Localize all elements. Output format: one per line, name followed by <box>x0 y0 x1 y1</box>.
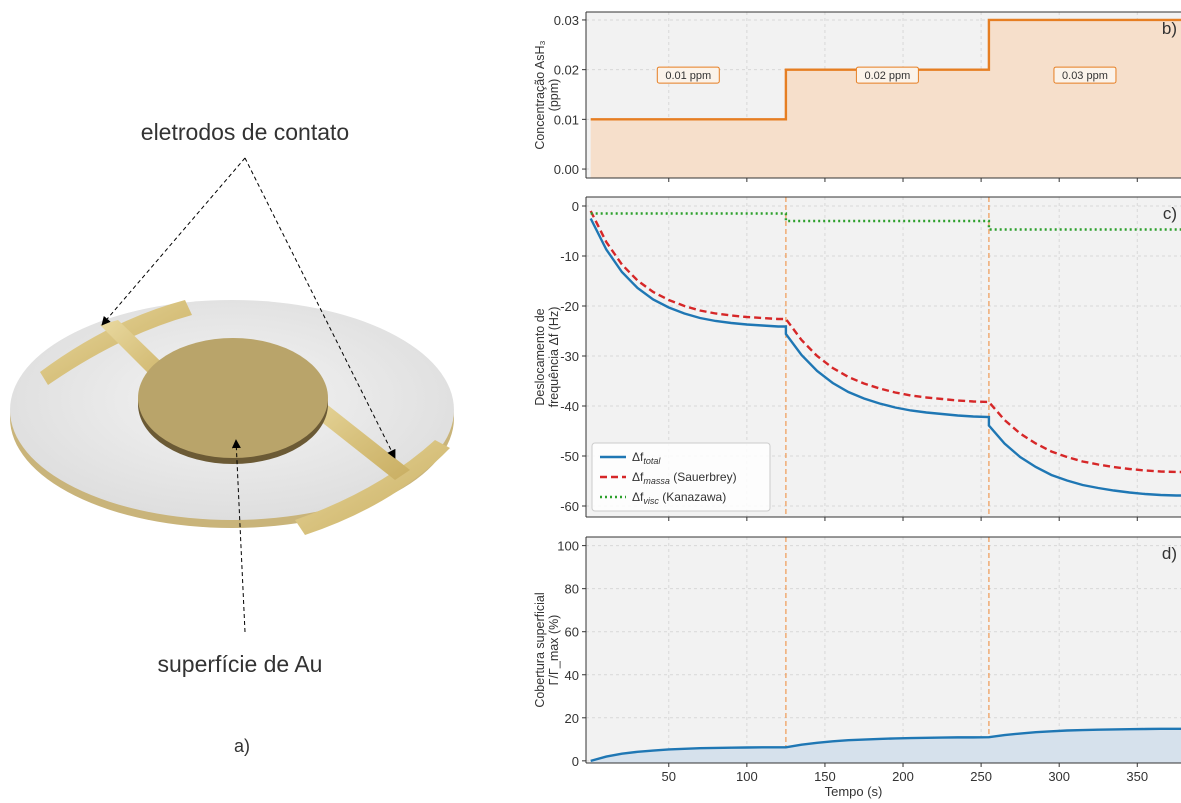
crystal-illustration: eletrodos de contato superfície de Au a) <box>10 119 454 756</box>
y-tick-label: -50 <box>560 449 579 464</box>
y-tick-label: 0 <box>572 199 579 214</box>
panel-label: a) <box>234 736 250 756</box>
panel-label: b) <box>1162 19 1177 38</box>
y-tick-label: -60 <box>560 499 579 514</box>
x-tick-label: 100 <box>736 769 758 784</box>
y-tick-label: 0.01 <box>554 112 579 127</box>
legend-note: (Sauerbrey) <box>670 470 737 484</box>
label: superfície de Au <box>158 651 323 677</box>
legend-note: (Kanazawa) <box>659 490 726 504</box>
y-tick-label: 100 <box>557 539 579 554</box>
x-tick-label: 200 <box>892 769 914 784</box>
panel-label: d) <box>1162 544 1177 563</box>
y-axis-label: frequência Δf (Hz) <box>547 307 561 408</box>
y-tick-label: 80 <box>565 582 579 597</box>
y-tick-label: 20 <box>565 711 579 726</box>
y-tick-label: -10 <box>560 249 579 264</box>
y-tick-label: -40 <box>560 399 579 414</box>
y-tick-label: -20 <box>560 299 579 314</box>
y-tick-label: 40 <box>565 668 579 683</box>
legend-subscript: total <box>643 456 661 466</box>
x-tick-label: 250 <box>970 769 992 784</box>
x-tick-label: 300 <box>1048 769 1070 784</box>
legend-name: Δf <box>632 490 644 504</box>
annotation: 0.03 ppm <box>1062 70 1108 82</box>
y-axis-label: (ppm) <box>547 79 561 112</box>
x-tick-label: 50 <box>662 769 676 784</box>
y-tick-label: 0.03 <box>554 13 579 28</box>
x-axis-label: Tempo (s) <box>825 784 883 799</box>
panel-label: c) <box>1163 204 1177 223</box>
figure: eletrodos de contato superfície de Au a)… <box>0 0 1181 803</box>
x-tick-label: 350 <box>1126 769 1148 784</box>
x-tick-label: 150 <box>814 769 836 784</box>
legend-subscript: visc <box>643 496 659 506</box>
y-tick-label: 0.02 <box>554 63 579 78</box>
y-axis-label: Concentração AsH₃ <box>533 40 547 149</box>
y-tick-label: 0.00 <box>554 162 579 177</box>
legend-subscript: massa <box>643 476 670 486</box>
label: eletrodos de contato <box>141 119 349 145</box>
legend-name: Δf <box>632 470 644 484</box>
arrow <box>102 158 245 325</box>
au-surface <box>138 338 328 458</box>
annotation: 0.01 ppm <box>665 70 711 82</box>
y-axis-label: Deslocamento de <box>533 308 547 405</box>
legend-name: Δf <box>632 450 644 464</box>
y-tick-label: -30 <box>560 349 579 364</box>
annotation: 0.02 ppm <box>864 70 910 82</box>
y-axis-label: Γ/Γ_max (%) <box>547 615 561 686</box>
y-tick-label: 0 <box>572 754 579 769</box>
y-tick-label: 60 <box>565 625 579 640</box>
y-axis-label: Cobertura superficial <box>533 592 547 707</box>
